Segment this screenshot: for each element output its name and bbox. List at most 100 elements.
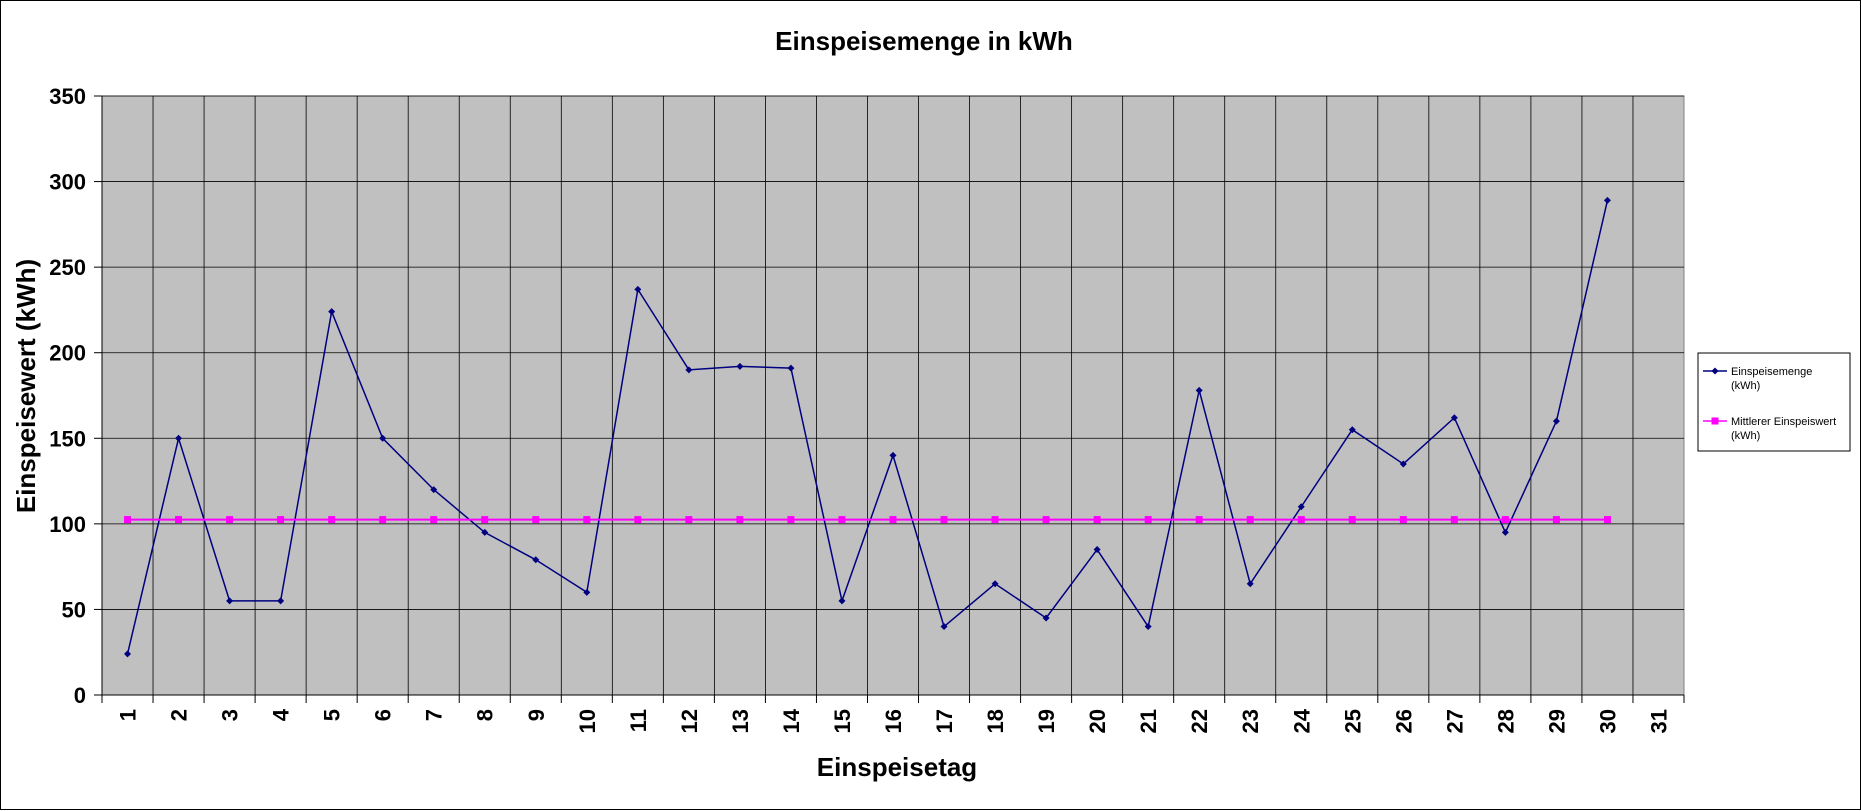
average-point-marker bbox=[1297, 516, 1305, 524]
data-point-marker bbox=[940, 623, 948, 631]
data-point-marker bbox=[379, 434, 387, 442]
data-point-marker bbox=[787, 364, 795, 372]
average-point-marker bbox=[1246, 516, 1254, 524]
y-tick-label: 100 bbox=[49, 512, 86, 537]
data-point-marker bbox=[634, 285, 642, 293]
data-point-marker bbox=[124, 650, 132, 658]
data-point-marker bbox=[1093, 546, 1101, 554]
average-point-marker bbox=[481, 516, 489, 524]
average-point-marker bbox=[226, 516, 234, 524]
x-tick-label: 10 bbox=[575, 709, 600, 733]
data-point-marker bbox=[1450, 414, 1458, 422]
data-point-marker bbox=[1399, 460, 1407, 468]
data-point-marker bbox=[277, 597, 285, 605]
data-point-marker bbox=[583, 588, 591, 596]
legend-label: (kWh) bbox=[1731, 430, 1760, 442]
y-tick-label: 250 bbox=[49, 255, 86, 280]
average-point-marker bbox=[736, 516, 744, 524]
data-point-marker bbox=[1195, 386, 1203, 394]
average-point-marker bbox=[277, 516, 285, 524]
chart-title: Einspeisemenge in kWh bbox=[775, 26, 1073, 56]
x-tick-label: 1 bbox=[116, 709, 141, 721]
x-tick-label: 14 bbox=[779, 708, 804, 733]
legend: Einspeisemenge (kWh) Mittlerer Einspeiswer… bbox=[1697, 352, 1851, 452]
x-tick-label: 4 bbox=[269, 708, 294, 721]
x-tick-label: 20 bbox=[1085, 709, 1110, 733]
y-tick-label: 200 bbox=[49, 341, 86, 366]
data-point-marker bbox=[991, 580, 999, 588]
average-point-marker bbox=[889, 516, 897, 524]
legend-label: Einspeisemenge bbox=[1731, 366, 1812, 378]
legend-box bbox=[1697, 352, 1851, 452]
y-tick-label: 50 bbox=[62, 597, 86, 622]
x-tick-label: 27 bbox=[1442, 709, 1467, 733]
average-point-marker bbox=[379, 516, 387, 524]
data-point-marker bbox=[175, 434, 183, 442]
x-tick-label: 25 bbox=[1340, 709, 1365, 733]
y-tick-label: 350 bbox=[49, 84, 86, 109]
x-tick-label: 5 bbox=[320, 709, 345, 721]
data-point-marker bbox=[1348, 426, 1356, 434]
data-point-marker bbox=[1144, 623, 1152, 631]
x-tick-label: 17 bbox=[932, 709, 957, 733]
legend-marker bbox=[1711, 367, 1719, 375]
data-point-marker bbox=[1552, 417, 1560, 425]
y-axis-title: Einspeisewert (kWh) bbox=[11, 259, 41, 513]
data-point-marker bbox=[1246, 580, 1254, 588]
average-point-marker bbox=[1399, 516, 1407, 524]
x-tick-label: 9 bbox=[524, 709, 549, 721]
x-tick-label: 19 bbox=[1034, 709, 1059, 733]
x-tick-label: 16 bbox=[881, 709, 906, 733]
average-point-marker bbox=[634, 516, 642, 524]
legend-label: Mittlerer Einspeiswert bbox=[1731, 416, 1836, 428]
average-point-marker bbox=[1144, 516, 1152, 524]
average-point-marker bbox=[1501, 516, 1509, 524]
data-point-marker bbox=[226, 597, 234, 605]
x-tick-label: 13 bbox=[728, 709, 753, 733]
x-tick-label: 28 bbox=[1493, 709, 1518, 733]
plot-background bbox=[101, 95, 1685, 696]
legend-marker bbox=[1711, 417, 1719, 425]
average-point-marker bbox=[532, 516, 540, 524]
x-tick-label: 12 bbox=[677, 709, 702, 733]
average-point-marker bbox=[1348, 516, 1356, 524]
average-point-marker bbox=[1450, 516, 1458, 524]
data-point-marker bbox=[838, 597, 846, 605]
data-point-marker bbox=[481, 528, 489, 536]
data-point-marker bbox=[328, 308, 336, 316]
x-tick-label: 30 bbox=[1595, 709, 1620, 733]
y-tick-label: 300 bbox=[49, 170, 86, 195]
data-point-marker bbox=[1297, 503, 1305, 511]
average-point-marker bbox=[583, 516, 591, 524]
average-point-marker bbox=[991, 516, 999, 524]
average-point-marker bbox=[1042, 516, 1050, 524]
x-tick-label: 15 bbox=[830, 709, 855, 733]
average-point-marker bbox=[328, 516, 336, 524]
average-point-marker bbox=[1552, 516, 1560, 524]
data-point-marker bbox=[1603, 196, 1611, 204]
x-tick-label: 7 bbox=[422, 709, 447, 721]
x-tick-label: 18 bbox=[983, 709, 1008, 733]
x-tick-label: 26 bbox=[1391, 709, 1416, 733]
series-line-1 bbox=[126, 200, 1609, 655]
y-tick-label: 150 bbox=[49, 426, 86, 451]
average-point-marker bbox=[787, 516, 795, 524]
average-point-marker bbox=[124, 516, 132, 524]
y-tick-label: 0 bbox=[74, 683, 86, 708]
x-tick-label: 11 bbox=[626, 709, 651, 732]
x-tick-label: 2 bbox=[167, 709, 192, 721]
x-tick-label: 29 bbox=[1544, 709, 1569, 733]
x-tick-label: 21 bbox=[1136, 709, 1161, 733]
average-point-marker bbox=[1093, 516, 1101, 524]
average-point-marker bbox=[430, 516, 438, 524]
x-tick-label: 22 bbox=[1187, 709, 1212, 733]
average-point-marker bbox=[175, 516, 183, 524]
x-tick-label: 24 bbox=[1289, 708, 1314, 733]
data-point-marker bbox=[1042, 614, 1050, 622]
x-tick-label: 31 bbox=[1646, 709, 1671, 733]
average-point-marker bbox=[838, 516, 846, 524]
data-point-marker bbox=[889, 451, 897, 459]
